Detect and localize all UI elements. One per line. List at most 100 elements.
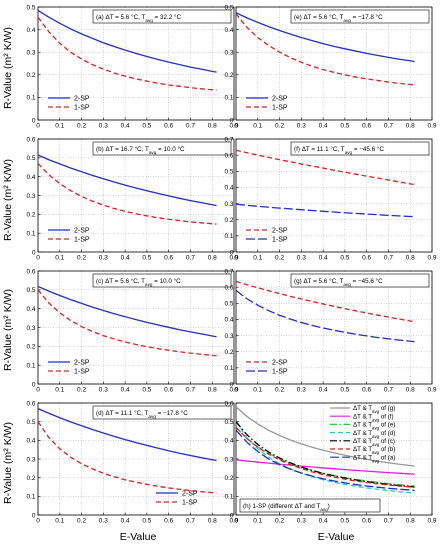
y-tick-label: 0.3 — [26, 193, 35, 200]
y-tick-label: 0.3 — [224, 50, 233, 57]
y-tick-label: 0.1 — [26, 494, 35, 501]
legend-label: 2-SP — [182, 491, 198, 498]
annotation-box — [92, 9, 232, 24]
legend-label: ΔT & Tavg of (b) — [353, 446, 395, 455]
y-tick-label: 0.1 — [224, 233, 233, 240]
annotation-text: (d) ΔT = 11.1 °C, Tavg = −17.8 °C — [96, 409, 188, 419]
legend-label: 1-SP — [74, 237, 90, 244]
y-tick-label: 0.2 — [26, 212, 35, 219]
legend-label: 2-SP — [74, 96, 90, 103]
x-tick-label: 0 — [234, 518, 238, 525]
x-tick-label: 0.5 — [142, 387, 151, 394]
chart-panel-d: 0 0.1 0.2 0.3 0.4 0.5 0.6 0.7 0.8 0.900.10.20.30.… — [26, 400, 238, 524]
x-tick-label: 0.2 — [275, 387, 284, 394]
x-tick-label: 0.8 — [406, 255, 415, 262]
x-tick-label: 0.2 — [275, 255, 284, 262]
x-tick-label: 0.6 — [362, 123, 371, 130]
y-tick-label: 0.4 — [224, 27, 233, 34]
y-tick-label: 0.7 — [224, 268, 233, 275]
annotation-text: (h) 1-SP (different ΔT and Tavg) — [243, 503, 330, 512]
chart-panel-c: 0 0.1 0.2 0.3 0.4 0.5 0.6 0.7 0.8 0.900.10.20.30.… — [26, 268, 238, 393]
x-tick-label: 0.2 — [77, 387, 86, 394]
x-tick-label: 0 — [234, 123, 238, 130]
x-tick-label: 0.8 — [406, 518, 415, 525]
y-tick-label: 0 — [32, 117, 36, 124]
annotation-box — [239, 498, 381, 513]
y-tick-label: 0 — [230, 117, 234, 124]
series-line-h-6 — [235, 426, 415, 489]
x-tick-label: 0.7 — [186, 518, 195, 525]
x-tick-label: 0.7 — [384, 387, 393, 394]
y-tick-label: 0.3 — [224, 201, 233, 208]
y-tick-label: 0 — [32, 381, 36, 388]
chart-panel-e: 0 0.1 0.2 0.3 0.4 0.5 0.6 0.7 0.8 0.900.10.20.30.… — [224, 4, 436, 129]
y-tick-label: 0.6 — [26, 268, 35, 275]
x-tick-label: 0 — [234, 387, 238, 394]
x-tick-label: 0.6 — [362, 518, 371, 525]
legend-label: 1-SP — [272, 369, 288, 376]
x-tick-label: 0.8 — [406, 123, 415, 130]
x-tick-label: 0.4 — [121, 387, 130, 394]
x-tick-label: 0.5 — [340, 518, 349, 525]
annotation-text: (g) ΔT = 5.6 °C, Tavg = −45.6 °C — [294, 277, 383, 287]
x-tick-label: 0.1 — [55, 387, 64, 394]
legend-label: ΔT & Tavg of (e) — [353, 422, 395, 431]
x-tick-label: 0.3 — [297, 387, 306, 394]
plot-frame — [235, 138, 433, 253]
annotation-text: (a) ΔT = 5.6 °C, Tavg = 32.2 °C — [96, 13, 181, 23]
y-tick-label: 0.4 — [224, 185, 233, 192]
x-tick-label: 0.2 — [77, 123, 86, 130]
y-tick-label: 0.4 — [224, 438, 233, 445]
series-line-h-4 — [235, 421, 415, 494]
chart-panel-h: 0 0.1 0.2 0.3 0.4 0.5 0.6 0.7 0.8 0.900.10.20.30.… — [224, 400, 436, 524]
legend-label: 1-SP — [272, 237, 288, 244]
legend-label: 2-SP — [272, 360, 288, 367]
annotation-box — [290, 9, 430, 24]
x-tick-label: 0.5 — [142, 123, 151, 130]
x-tick-label: 0.9 — [427, 123, 436, 130]
x-tick-label: 0.4 — [121, 518, 130, 525]
legend-label: 1-SP — [182, 500, 198, 507]
y-tick-label: 0.4 — [26, 174, 35, 181]
y-tick-label: 0.2 — [26, 72, 35, 79]
legend-label: ΔT & Tavg of (a) — [353, 454, 395, 463]
y-tick-label: 0.5 — [26, 155, 35, 162]
y-tick-label: 0.3 — [26, 325, 35, 332]
series-line-e-2 — [235, 13, 415, 86]
x-tick-label: 0.1 — [55, 518, 64, 525]
y-tick-label: 0.6 — [224, 400, 233, 407]
series-line-f-2 — [235, 203, 415, 218]
x-tick-label: 0.1 — [253, 255, 262, 262]
x-tick-label: 0.6 — [362, 387, 371, 394]
x-tick-label: 0.5 — [142, 255, 151, 262]
x-tick-label: 0.4 — [319, 518, 328, 525]
series-line-c-1 — [37, 285, 217, 338]
y-tick-label: 0.1 — [26, 95, 35, 102]
annotation-box — [92, 141, 232, 156]
x-tick-label: 0.1 — [55, 255, 64, 262]
series-line-h-7 — [235, 429, 415, 492]
annotation-box — [92, 273, 232, 288]
plot-frame — [37, 6, 235, 121]
annotation-box — [290, 141, 430, 156]
x-tick-label: 0 — [36, 387, 40, 394]
series-line-b-2 — [37, 163, 217, 225]
x-tick-label: 0.2 — [77, 518, 86, 525]
y-tick-label: 0.4 — [224, 317, 233, 324]
x-tick-label: 0.9 — [427, 387, 436, 394]
legend-label: ΔT & Tavg of (f) — [353, 413, 394, 422]
annotation-text: (f) ΔT = 11.1 °C, Tavg = −45.6 °C — [294, 145, 384, 155]
x-tick-label: 0.6 — [164, 387, 173, 394]
series-line-d-1 — [37, 408, 217, 462]
x-tick-label: 0.7 — [186, 387, 195, 394]
y-axis-label-row-2: R-Value (m² K/W) — [2, 159, 14, 241]
x-tick-label: 0.3 — [297, 123, 306, 130]
x-tick-label: 0.4 — [319, 255, 328, 262]
x-tick-label: 0.8 — [208, 518, 217, 525]
y-tick-label: 0.2 — [26, 475, 35, 482]
y-tick-label: 0.6 — [26, 400, 35, 407]
y-tick-label: 0.5 — [26, 287, 35, 294]
x-tick-label: 0 — [234, 255, 238, 262]
x-tick-label: 0.7 — [384, 518, 393, 525]
